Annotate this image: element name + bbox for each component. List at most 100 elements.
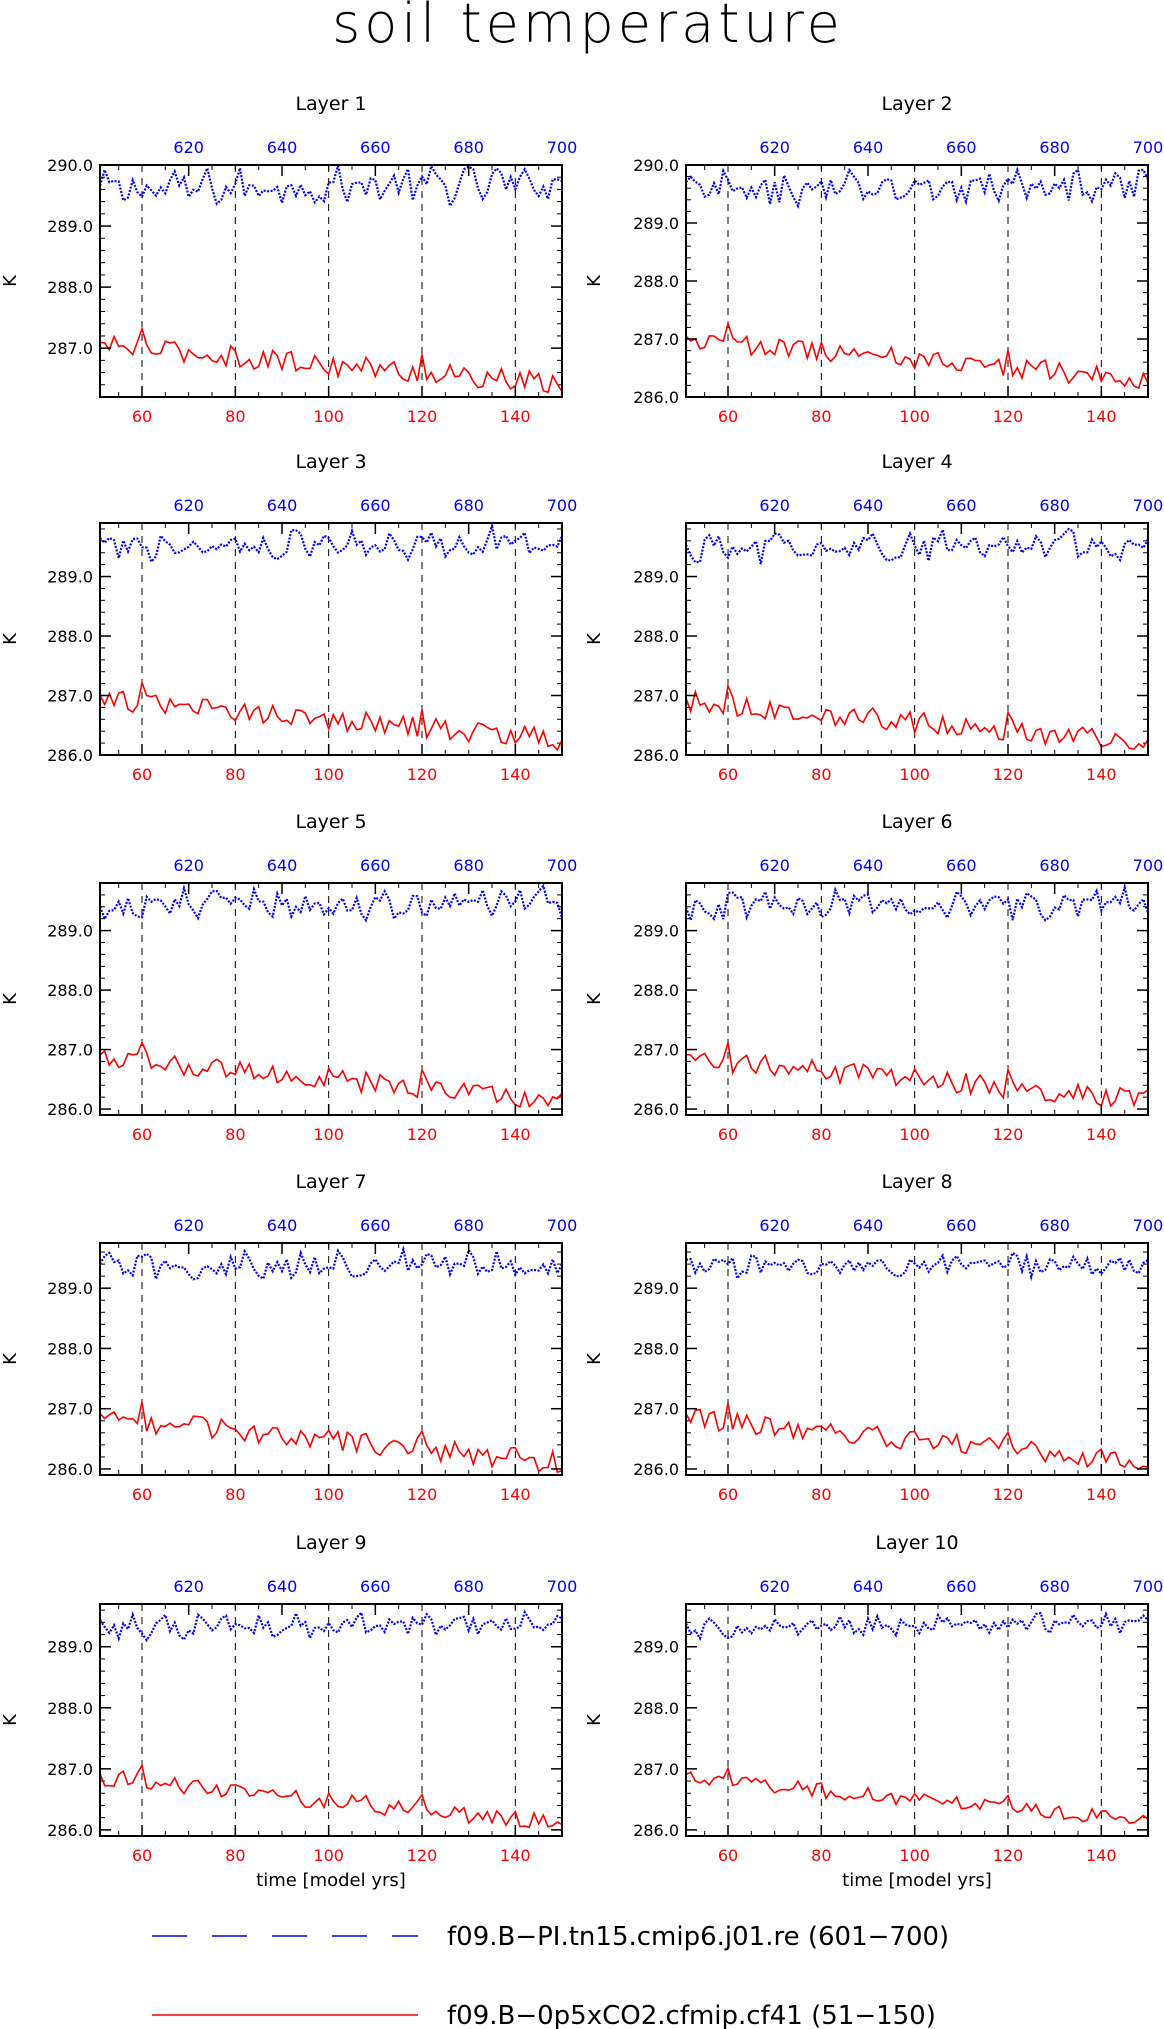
x-bottom-tick-label: 100 [899,407,930,426]
x-top-tick-label: 700 [1133,138,1164,157]
x-axis-label: time [model yrs] [842,1870,992,1891]
y-tick-label: 289.0 [47,1279,93,1298]
panel-10: Layer 10 60 80 100 120 140 620 640 660 680 700 289.… [584,1532,1163,1891]
y-tick-label: 286.0 [633,1821,679,1840]
x-bottom-tick-label: 100 [899,1125,930,1144]
x-top-tick-label: 640 [267,138,298,157]
y-tick-label: 286.0 [47,1100,93,1119]
series-line-red [99,325,563,394]
panel-title: Layer 6 [881,811,952,833]
x-top-tick-label: 640 [267,1216,298,1235]
plot-frame [99,164,563,398]
x-bottom-tick-label: 100 [899,1846,930,1865]
panel-1: Layer 1 60 80 100 120 140 620 640 660 680 700 290.0… [0,93,577,426]
x-bottom-tick-label: 120 [993,1125,1024,1144]
y-tick-label: 289.0 [47,568,93,587]
y-tick-label: 286.0 [47,746,93,765]
x-bottom-tick-label: 80 [811,1846,831,1865]
x-bottom-tick-label: 140 [1086,407,1117,426]
x-top-tick-label: 640 [853,138,884,157]
x-top-tick-label: 700 [547,856,578,875]
x-top-tick-label: 680 [453,1577,484,1596]
panel-title: Layer 1 [295,93,366,115]
x-bottom-tick-label: 120 [993,1485,1024,1504]
panel-title: Layer 9 [295,1532,366,1554]
panel-title: Layer 2 [881,93,952,115]
x-top-tick-label: 700 [547,1577,578,1596]
x-top-tick-label: 680 [453,138,484,157]
series-line-blue [99,1245,563,1284]
panel-8: Layer 8 60 80 100 120 140 620 640 660 680 700 289.0… [584,1171,1163,1504]
x-top-tick-label: 660 [360,496,391,515]
x-bottom-tick-label: 80 [811,1485,831,1504]
x-top-tick-label: 640 [267,856,298,875]
x-top-tick-label: 680 [1039,1216,1070,1235]
x-top-tick-label: 660 [946,856,977,875]
y-axis-label: K [584,632,605,645]
x-top-tick-label: 700 [1133,1577,1164,1596]
y-tick-label: 286.0 [633,388,679,407]
plot-frame [685,1242,1149,1476]
x-bottom-tick-label: 120 [407,1485,438,1504]
y-tick-label: 289.0 [47,217,93,236]
y-axis-label: K [0,632,21,645]
x-bottom-tick-label: 120 [993,407,1024,426]
x-bottom-tick-label: 140 [500,407,531,426]
y-tick-label: 289.0 [633,214,679,233]
y-tick-label: 288.0 [633,1339,679,1358]
x-bottom-tick-label: 80 [225,1846,245,1865]
y-tick-label: 289.0 [633,568,679,587]
x-bottom-tick-label: 60 [132,407,152,426]
y-tick-label: 287.0 [47,1760,93,1779]
x-bottom-tick-label: 120 [993,765,1024,784]
x-top-tick-label: 700 [1133,856,1164,875]
y-tick-label: 287.0 [633,1760,679,1779]
x-top-tick-label: 700 [547,496,578,515]
panel-4: Layer 4 60 80 100 120 140 620 640 660 680 700 289.0… [584,451,1163,784]
x-top-tick-label: 620 [173,856,204,875]
x-bottom-tick-label: 100 [313,1846,344,1865]
y-axis-label: K [584,274,605,287]
series-line-blue [685,1610,1149,1641]
y-tick-label: 290.0 [47,156,93,175]
x-top-tick-label: 680 [453,496,484,515]
y-tick-label: 287.0 [47,339,93,358]
panel-7: Layer 7 60 80 100 120 140 620 640 660 680 700 289.0… [0,1171,577,1504]
x-bottom-tick-label: 120 [993,1846,1024,1865]
x-bottom-tick-label: 120 [407,1846,438,1865]
x-top-tick-label: 680 [1039,856,1070,875]
x-top-tick-label: 660 [946,496,977,515]
x-bottom-tick-label: 60 [718,1125,738,1144]
y-tick-label: 286.0 [633,1100,679,1119]
x-bottom-tick-label: 120 [407,1125,438,1144]
y-axis-label: K [0,992,21,1005]
legend-label-1: f09.B−PI.tn15.cmip6.j01.re (601−700) [447,1922,949,1952]
panel-2: Layer 2 60 80 100 120 140 620 640 660 680 700 290.0… [584,93,1163,426]
plot-frame [685,882,1149,1116]
series-line-blue [684,526,1149,565]
x-axis-label: time [model yrs] [256,1870,406,1891]
x-bottom-tick-label: 60 [718,1485,738,1504]
series-line-blue [685,1251,1149,1282]
x-top-tick-label: 620 [173,1577,204,1596]
y-tick-label: 289.0 [633,1638,679,1657]
y-tick-label: 288.0 [633,1699,679,1718]
panel-title: Layer 7 [295,1171,366,1193]
x-top-tick-label: 640 [853,856,884,875]
plot-frame [99,522,563,756]
x-bottom-tick-label: 100 [313,1125,344,1144]
x-top-tick-label: 620 [759,496,790,515]
x-bottom-tick-label: 60 [132,765,152,784]
x-bottom-tick-label: 60 [718,765,738,784]
x-top-tick-label: 680 [453,1216,484,1235]
y-tick-label: 289.0 [47,1638,93,1657]
panel-5: Layer 5 60 80 100 120 140 620 640 660 680 700 289.0… [0,811,577,1144]
y-axis-label: K [584,992,605,1005]
x-top-tick-label: 620 [759,856,790,875]
x-top-tick-label: 620 [173,1216,204,1235]
x-bottom-tick-label: 60 [718,1846,738,1865]
x-bottom-tick-label: 140 [500,1125,531,1144]
x-bottom-tick-label: 80 [225,765,245,784]
x-top-tick-label: 640 [267,1577,298,1596]
